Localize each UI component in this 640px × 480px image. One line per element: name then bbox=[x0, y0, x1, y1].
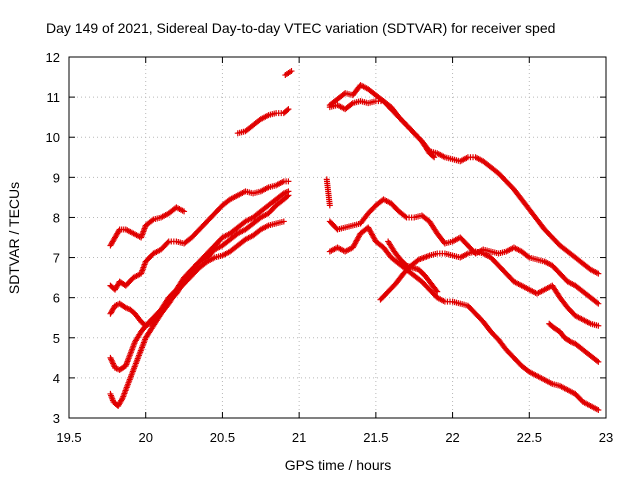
data-point bbox=[402, 213, 409, 220]
x-tick-label: 21.5 bbox=[363, 430, 388, 445]
x-tick-label: 22 bbox=[445, 430, 459, 445]
data-point bbox=[431, 154, 438, 161]
data-point bbox=[434, 288, 441, 295]
y-axis-title: SDTVAR / TECUs bbox=[6, 182, 22, 294]
x-tick-label: 19.5 bbox=[56, 430, 81, 445]
data-point bbox=[595, 322, 602, 329]
data-point bbox=[285, 106, 292, 113]
data-point bbox=[595, 406, 602, 413]
x-tick-label: 22.5 bbox=[517, 430, 542, 445]
plot-frame bbox=[68, 56, 607, 419]
data-point bbox=[115, 227, 122, 234]
data-point bbox=[181, 208, 188, 215]
y-tick-label: 4 bbox=[53, 371, 60, 386]
y-tick-label: 6 bbox=[53, 291, 60, 306]
data-point bbox=[433, 287, 440, 294]
data-point bbox=[164, 239, 171, 246]
data-point bbox=[118, 396, 125, 403]
y-tick-label: 9 bbox=[53, 170, 60, 185]
y-tick-label: 12 bbox=[46, 50, 60, 65]
x-axis-title: GPS time / hours bbox=[285, 457, 392, 473]
series-track-i bbox=[326, 98, 438, 161]
data-point bbox=[595, 270, 602, 277]
series-track-c bbox=[107, 188, 292, 329]
data-point bbox=[595, 300, 602, 307]
y-tick-label: 3 bbox=[53, 411, 60, 426]
data-point bbox=[348, 101, 355, 108]
chart-title: Day 149 of 2021, Sidereal Day-to-day VTE… bbox=[46, 20, 555, 36]
y-tick-label: 7 bbox=[53, 251, 60, 266]
series-track-l bbox=[377, 248, 602, 329]
data-point bbox=[595, 358, 602, 365]
data-point bbox=[594, 357, 601, 364]
data-point bbox=[288, 68, 295, 75]
grid-lines bbox=[69, 57, 606, 418]
data-point bbox=[326, 202, 333, 209]
data-point bbox=[149, 217, 156, 224]
y-tick-label: 10 bbox=[46, 130, 60, 145]
series-track-k bbox=[326, 224, 602, 413]
y-tick-label: 11 bbox=[47, 90, 61, 105]
data-point bbox=[284, 107, 291, 114]
series-track-f bbox=[234, 106, 292, 137]
series-track-e bbox=[107, 218, 287, 409]
data-point bbox=[594, 299, 601, 306]
x-tick-label: 20.5 bbox=[210, 430, 235, 445]
data-point bbox=[280, 218, 287, 225]
data-point bbox=[525, 253, 532, 260]
data-point bbox=[285, 178, 292, 185]
series-track-o bbox=[323, 176, 333, 209]
x-tick-labels: 19.5 20 20.5 21 21.5 22 22.5 23 bbox=[56, 430, 613, 445]
data-point bbox=[285, 192, 292, 199]
series-track-d bbox=[107, 192, 292, 373]
data-point bbox=[284, 193, 291, 200]
series-track-m bbox=[385, 238, 441, 295]
series-track-h bbox=[326, 82, 602, 277]
series-track-n bbox=[546, 320, 602, 365]
data-marks bbox=[107, 68, 602, 413]
data-point bbox=[430, 153, 437, 160]
y-tick-labels: 3 4 5 6 7 8 9 10 11 12 bbox=[46, 50, 60, 426]
y-tick-label: 8 bbox=[53, 210, 60, 225]
series-track-b bbox=[107, 178, 292, 293]
series-track-j bbox=[326, 196, 602, 307]
series-track-a bbox=[107, 204, 188, 249]
x-tick-label: 20 bbox=[138, 430, 152, 445]
y-tick-label: 5 bbox=[53, 331, 60, 346]
x-tick-label: 23 bbox=[599, 430, 613, 445]
axis-ticks bbox=[68, 56, 607, 419]
series-track-g bbox=[282, 68, 295, 79]
x-tick-label: 21 bbox=[292, 430, 306, 445]
